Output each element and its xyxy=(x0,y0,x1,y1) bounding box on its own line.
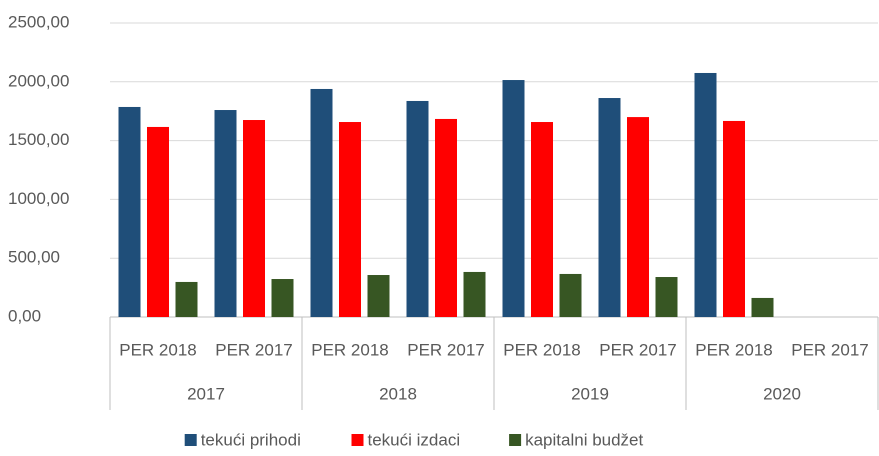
bar xyxy=(559,273,582,317)
bar xyxy=(598,98,621,317)
y-tick-label: 0,00 xyxy=(8,306,41,325)
bar xyxy=(367,275,390,317)
bar xyxy=(531,122,553,318)
y-tick-label: 2500,00 xyxy=(8,12,69,31)
legend-swatch xyxy=(351,434,364,446)
bar xyxy=(435,118,457,317)
x-tick-label: PER 2017 xyxy=(407,340,485,359)
bar xyxy=(339,122,361,318)
bar xyxy=(751,297,774,317)
x-tick-label: PER 2018 xyxy=(119,340,197,359)
legend-swatch xyxy=(509,434,522,446)
y-tick-label: 2000,00 xyxy=(8,71,69,90)
bar xyxy=(627,117,649,317)
x-tick-label: PER 2017 xyxy=(599,340,677,359)
bar xyxy=(243,120,265,318)
x-tick-label: PER 2017 xyxy=(791,340,869,359)
legend-swatch xyxy=(184,434,197,446)
bar xyxy=(214,110,237,317)
y-tick-label: 500,00 xyxy=(8,248,60,267)
bar xyxy=(463,271,486,317)
legend-label: tekući izdaci xyxy=(368,430,461,449)
x-tick-label: PER 2018 xyxy=(695,340,773,359)
group-label: 2020 xyxy=(763,384,801,403)
group-label: 2017 xyxy=(187,384,225,403)
bar xyxy=(406,100,429,317)
bar xyxy=(723,120,745,317)
group-label: 2019 xyxy=(571,384,609,403)
y-tick-label: 1000,00 xyxy=(8,189,69,208)
x-tick-label: PER 2018 xyxy=(503,340,581,359)
y-tick-label: 1500,00 xyxy=(8,130,69,149)
bar xyxy=(175,281,198,317)
bar xyxy=(147,126,169,317)
x-tick-label: PER 2018 xyxy=(311,340,389,359)
group-label: 2018 xyxy=(379,384,417,403)
bar xyxy=(502,80,525,317)
legend-label: kapitalni budžet xyxy=(525,430,643,449)
bar xyxy=(694,72,717,317)
bar xyxy=(118,106,141,317)
bar xyxy=(655,277,678,317)
x-tick-label: PER 2017 xyxy=(215,340,293,359)
bar xyxy=(310,88,333,317)
bar xyxy=(271,279,294,317)
legend-label: tekući prihodi xyxy=(201,430,301,449)
